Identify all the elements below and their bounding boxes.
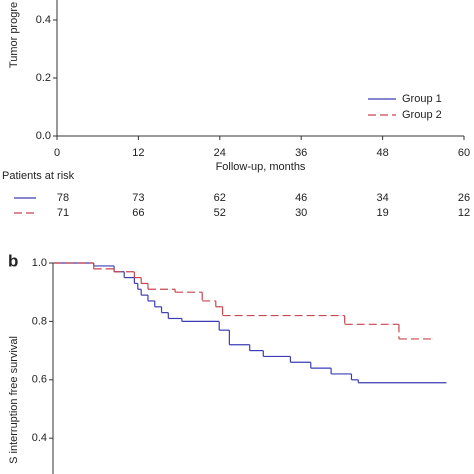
panel-label: b bbox=[8, 251, 18, 270]
at-risk-count: 78 bbox=[57, 192, 69, 204]
x-tick-label: 60 bbox=[458, 147, 470, 159]
y-axis-label: Tumor progre bbox=[8, 2, 20, 68]
legend-label: Group 2 bbox=[402, 109, 442, 121]
at-risk-count: 62 bbox=[214, 192, 226, 204]
y-tick-label: 0.8 bbox=[32, 315, 47, 327]
y-tick-label: 0.6 bbox=[32, 374, 47, 386]
y-tick-label: 1.0 bbox=[32, 257, 47, 269]
at-risk-count: 34 bbox=[376, 192, 388, 204]
y-tick-label: 0.2 bbox=[36, 72, 51, 84]
at-risk-count: 26 bbox=[458, 192, 470, 204]
at-risk-count: 46 bbox=[295, 192, 307, 204]
y-tick-label: 0.4 bbox=[36, 14, 51, 26]
x-axis-label: Follow-up, months bbox=[216, 161, 306, 173]
legend-label: Group 1 bbox=[402, 93, 442, 105]
at-risk-count: 19 bbox=[376, 207, 388, 219]
at-risk-title: Patients at risk bbox=[2, 170, 75, 182]
at-risk-count: 30 bbox=[295, 207, 307, 219]
x-tick-label: 48 bbox=[376, 147, 388, 159]
x-tick-label: 0 bbox=[54, 147, 60, 159]
y-axis-label: S interruption free survival bbox=[8, 336, 20, 464]
at-risk-count: 12 bbox=[458, 207, 470, 219]
at-risk-count: 52 bbox=[214, 207, 226, 219]
at-risk-count: 66 bbox=[132, 207, 144, 219]
x-tick-label: 24 bbox=[214, 147, 226, 159]
x-tick-label: 12 bbox=[132, 147, 144, 159]
x-tick-label: 36 bbox=[295, 147, 307, 159]
at-risk-count: 73 bbox=[132, 192, 144, 204]
y-tick-label: 0.0 bbox=[36, 130, 51, 142]
at-risk-count: 71 bbox=[57, 207, 69, 219]
y-tick-label: 0.4 bbox=[32, 432, 47, 444]
